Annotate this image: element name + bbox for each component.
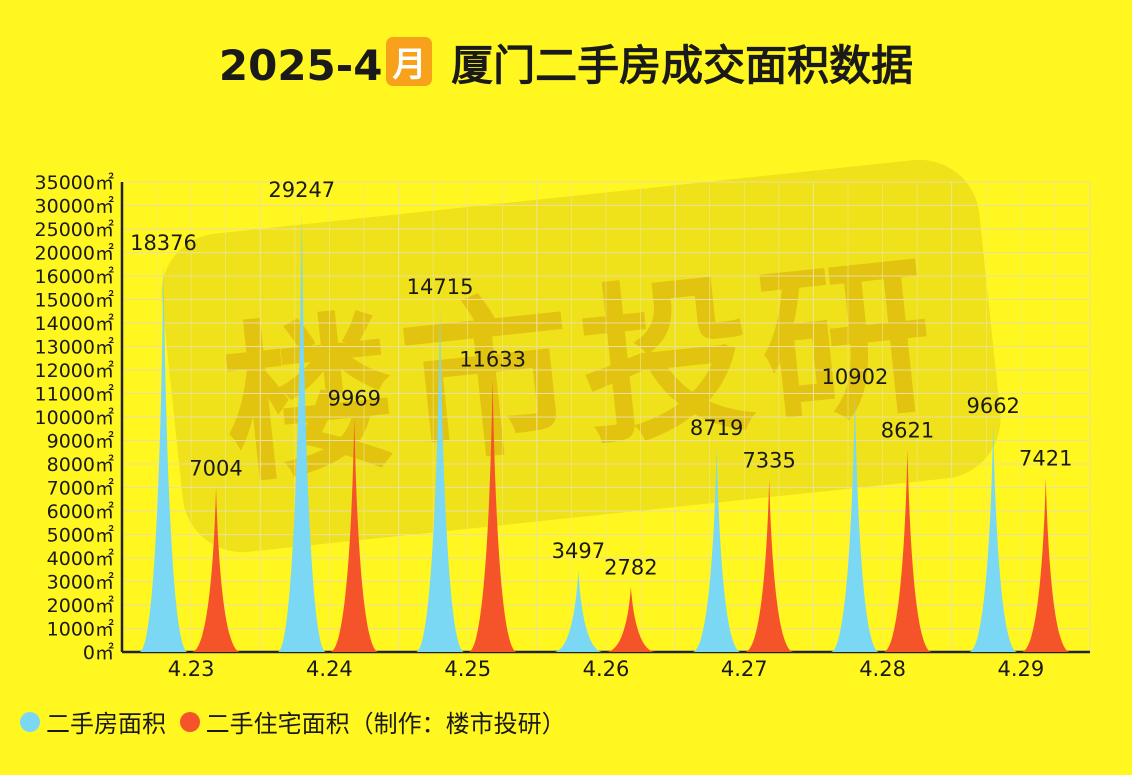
y-tick-label: 7000㎡	[47, 477, 114, 500]
x-tick-label: 4.26	[583, 657, 630, 681]
data-label: 18376	[130, 231, 197, 255]
y-tick-label: 8000㎡	[47, 453, 114, 476]
legend-label-residential: 二手住宅面积（制作：楼市投研）	[205, 710, 566, 738]
chart-title: 2025-4 月 厦门二手房成交面积数据	[0, 32, 1132, 93]
x-tick-label: 4.28	[859, 657, 906, 681]
y-tick-label: 25000㎡	[35, 218, 114, 241]
bar-residential	[468, 378, 517, 652]
y-tick-label: 6000㎡	[47, 500, 114, 523]
data-label: 7421	[1019, 447, 1072, 471]
bar-secondhand	[277, 209, 326, 652]
x-tick-label: 4.24	[306, 657, 353, 681]
y-tick-label: 35000㎡	[35, 171, 114, 194]
data-label: 9662	[966, 394, 1019, 418]
legend-item-secondhand: 二手房面积	[20, 704, 166, 739]
data-label: 8621	[881, 418, 934, 442]
bar-residential	[745, 479, 794, 652]
data-label: 2782	[604, 556, 657, 580]
y-tick-label: 13000㎡	[35, 336, 114, 359]
y-tick-label: 1000㎡	[47, 618, 114, 641]
bar-residential	[1021, 477, 1070, 652]
y-tick-label: 4000㎡	[47, 547, 114, 570]
data-label: 8719	[690, 416, 743, 440]
month-badge: 月	[386, 37, 433, 86]
bar-secondhand	[830, 395, 879, 652]
legend-dot-secondhand	[20, 711, 40, 732]
title-suffix: 厦门二手房成交面积数据	[451, 41, 914, 90]
y-tick-label: 12000㎡	[35, 359, 114, 382]
data-label: 14715	[407, 275, 474, 299]
y-tick-label: 11000㎡	[35, 383, 114, 406]
y-tick-label: 3000㎡	[47, 571, 114, 594]
bar-residential	[330, 417, 379, 652]
y-tick-label: 20000㎡	[35, 242, 114, 265]
x-tick-label: 4.27	[721, 657, 768, 681]
x-tick-label: 4.29	[997, 657, 1044, 681]
y-tick-label: 14000㎡	[35, 312, 114, 335]
legend-item-residential: 二手住宅面积（制作：楼市投研）	[179, 704, 566, 739]
data-label: 7004	[189, 456, 242, 480]
y-tick-label: 30000㎡	[35, 195, 114, 218]
data-label: 3497	[552, 539, 605, 563]
y-tick-label: 10000㎡	[35, 406, 114, 429]
y-tick-label: 5000㎡	[47, 524, 114, 547]
bar-residential	[192, 487, 241, 652]
y-tick-label: 15000㎡	[35, 289, 114, 312]
title-prefix: 2025-4	[218, 41, 383, 90]
x-tick-label: 4.23	[168, 657, 215, 681]
data-label: 9969	[328, 387, 381, 411]
data-label: 29247	[268, 178, 335, 202]
y-tick-label: 0㎡	[83, 641, 114, 664]
bar-secondhand	[416, 306, 465, 652]
bar-residential	[883, 449, 932, 652]
bar-secondhand	[554, 569, 603, 652]
legend-label-secondhand: 二手房面积	[46, 710, 166, 738]
bar-secondhand	[969, 424, 1018, 652]
data-label: 10902	[822, 365, 889, 389]
bar-secondhand	[139, 262, 188, 652]
bar-secondhand	[692, 447, 741, 652]
y-tick-label: 16000㎡	[35, 265, 114, 288]
data-label: 7335	[742, 449, 795, 473]
y-tick-label: 2000㎡	[47, 594, 114, 617]
legend: 二手房面积 二手住宅面积（制作：楼市投研）	[20, 704, 572, 739]
y-tick-label: 9000㎡	[47, 430, 114, 453]
data-label: 11633	[459, 348, 526, 372]
bar-residential	[606, 586, 655, 652]
legend-dot-residential	[179, 711, 200, 732]
x-tick-label: 4.25	[444, 657, 491, 681]
